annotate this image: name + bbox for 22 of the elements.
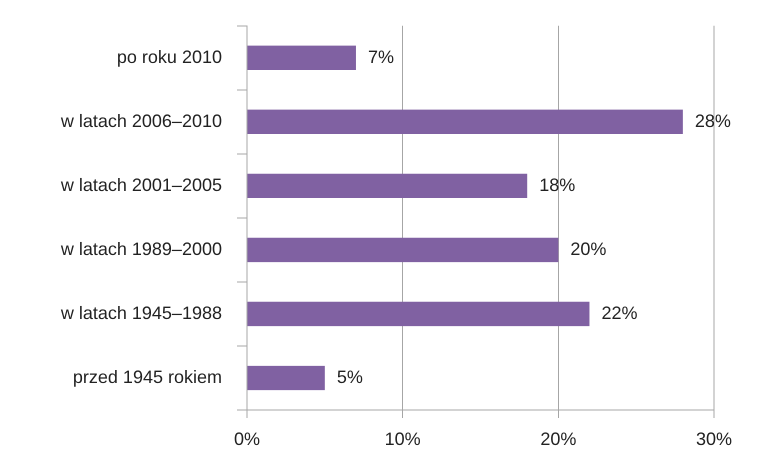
bar xyxy=(248,366,325,390)
data-label: 22% xyxy=(601,302,638,323)
data-label: 20% xyxy=(570,238,606,259)
data-label: 18% xyxy=(539,174,576,195)
bar xyxy=(248,46,356,70)
y-tick-label: przed 1945 rokiem xyxy=(72,366,222,387)
bar xyxy=(248,238,558,262)
x-tick-label: 0% xyxy=(234,428,260,449)
bar xyxy=(248,174,528,198)
data-label: 28% xyxy=(694,110,731,131)
bar xyxy=(248,110,683,134)
data-label: 7% xyxy=(368,46,394,67)
x-tick-label: 30% xyxy=(696,428,732,449)
x-tick-label: 10% xyxy=(384,428,421,449)
y-tick-label: w latach 2001–2005 xyxy=(60,174,222,195)
x-tick-label: 20% xyxy=(540,428,576,449)
y-tick-label: w latach 1989–2000 xyxy=(60,238,222,259)
y-tick-label: w latach 2006–2010 xyxy=(60,110,222,131)
y-tick-label: po roku 2010 xyxy=(116,46,222,67)
bar xyxy=(248,302,590,326)
data-label: 5% xyxy=(336,366,363,387)
y-tick-label: w latach 1945–1988 xyxy=(60,302,222,323)
